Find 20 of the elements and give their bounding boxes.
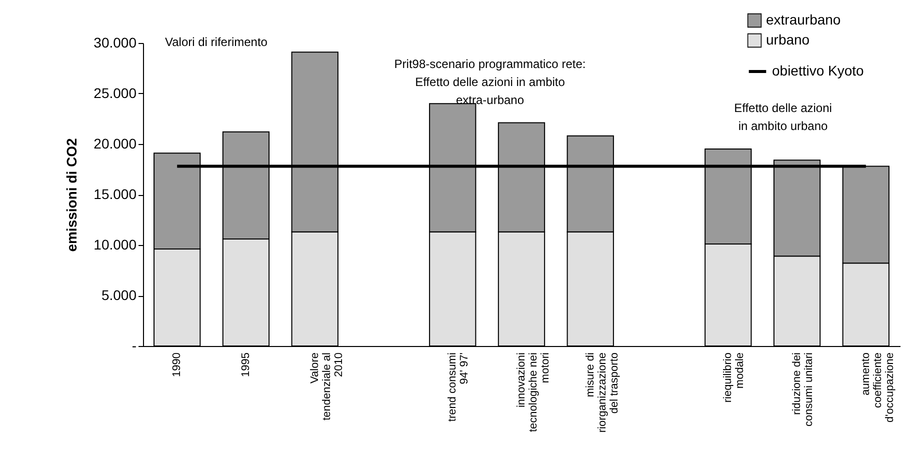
annotation: Prit98-scenario programmatico rete: Effetto delle azioni in ambito extra-urbano <box>394 57 586 107</box>
y-axis-title: emissioni di CO2 <box>64 138 80 252</box>
y-tick-label: - <box>132 338 137 354</box>
x-tick-label: Valore tendenziale al 2010 <box>308 352 345 420</box>
x-tick-label: trend consumi 94' 97' <box>446 352 471 422</box>
x-tick-label: innovazioni tecnologiche nei motori <box>516 352 552 432</box>
annotation: Valori di riferimento <box>165 35 268 49</box>
x-tick-label: 1995 <box>240 352 252 377</box>
y-tick-label: 5.000 <box>101 287 137 303</box>
legend-label: obiettivo Kyoto <box>772 62 864 78</box>
legend-label: extraurbano <box>766 12 841 28</box>
y-tick-label: 30.000 <box>94 34 137 50</box>
x-tick-label: 1990 <box>171 352 184 377</box>
annotation: Effetto delle azioni in ambito urbano <box>734 101 832 133</box>
legend-label: urbano <box>766 32 810 48</box>
y-tick-label: 10.000 <box>94 236 137 252</box>
x-tick-label: riequilibrio modale <box>722 352 746 403</box>
y-tick-label: 20.000 <box>94 136 137 152</box>
y-tick-label: 15.000 <box>94 186 137 202</box>
y-tick-label: 25.000 <box>94 85 137 101</box>
